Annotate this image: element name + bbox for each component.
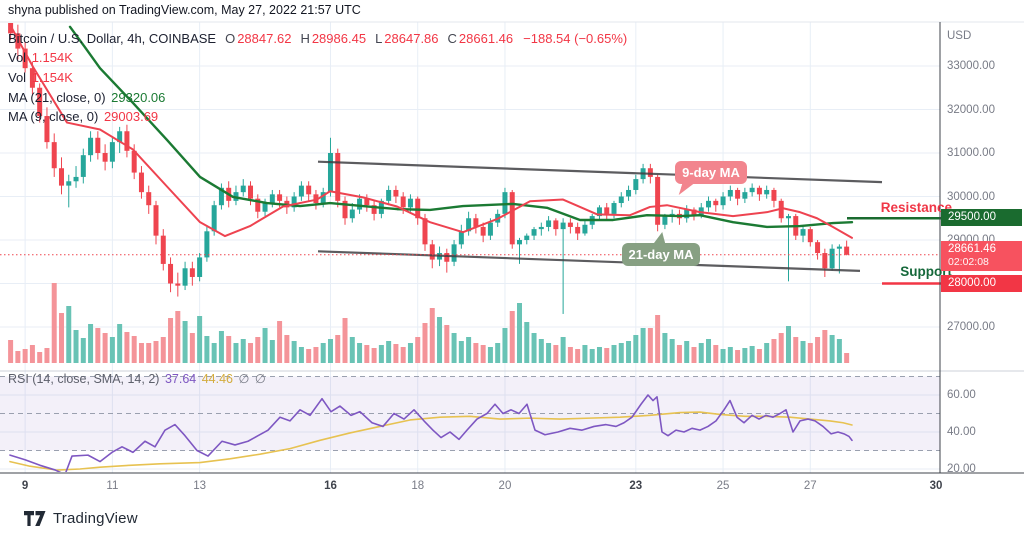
- price-tick-label: 30000.00: [947, 190, 995, 203]
- day-tick-label: 11: [106, 480, 119, 492]
- volume-legend-1[interactable]: Vol 1.154K: [8, 50, 75, 65]
- day-tick-label: 16: [324, 480, 337, 492]
- vol-label: Vol: [8, 50, 27, 65]
- ma21-callout: 21-day MA: [622, 243, 700, 266]
- rsi-tick-label: 40.00: [947, 426, 976, 438]
- rsi-band-value-1: ∅: [238, 372, 250, 386]
- last-price: 28661.46: [948, 243, 996, 256]
- currency-label: USD: [947, 30, 972, 42]
- rsi-tick-label: 20.00: [947, 463, 976, 475]
- vol-label: Vol: [8, 70, 27, 85]
- price-tick-label: 33000.00: [947, 60, 995, 72]
- rsi-value: 37.64: [164, 372, 197, 386]
- ma9-callout: 9-day MA: [675, 161, 747, 184]
- support-label: Support: [900, 264, 952, 279]
- bar-countdown: 02:02:08: [948, 256, 989, 269]
- day-tick-label: 27: [803, 480, 817, 492]
- rsi-tick-label: 60.00: [947, 389, 976, 401]
- day-tick-label: 25: [716, 480, 730, 492]
- resistance-price-badge: 29500.00: [941, 209, 1022, 227]
- change-value: −188.54 (−0.65%): [523, 31, 628, 46]
- ohlc-val: 28661.46: [458, 31, 514, 46]
- rsi-sma-value: 44.46: [201, 372, 233, 386]
- rsi-legend[interactable]: RSI (14, close, SMA, 14, 2) 37.64 44.46 …: [8, 371, 268, 386]
- price-tick-label: 27000.00: [947, 321, 995, 333]
- published-attribution: shyna published on TradingView.com, May …: [8, 3, 361, 17]
- ma21-legend[interactable]: MA (21, close, 0) 29320.06: [8, 90, 167, 105]
- ohlc-val: 28986.45: [311, 31, 367, 46]
- ohlc-val: 28647.86: [384, 31, 439, 46]
- rsi-label: RSI (14, close, SMA, 14, 2): [8, 372, 160, 386]
- tradingview-wordmark: TradingView: [53, 510, 138, 527]
- day-tick-label: 13: [193, 480, 207, 492]
- ma9-value: 29003.69: [103, 109, 159, 124]
- ohlc-values: O 28847.62 H 28986.45 L 28647.86 C 28661.46: [218, 31, 515, 46]
- symbol-legend[interactable]: Bitcoin / U.S. Dollar, 4h, COINBASE O 2884…: [8, 31, 629, 46]
- price-tick-label: 32000.00: [947, 103, 995, 116]
- tradingview-footer[interactable]: TradingView: [24, 510, 138, 527]
- symbol-title: Bitcoin / U.S. Dollar, 4h, COINBASE: [8, 31, 217, 46]
- ma9-label: MA (9, close, 0): [8, 109, 99, 124]
- vol-value: 1.154K: [31, 70, 73, 85]
- day-tick-label: 20: [498, 480, 512, 492]
- ohlc-key: O: [225, 31, 236, 46]
- ma21-value: 29320.06: [111, 90, 166, 105]
- volume-legend-2[interactable]: Vol 1.154K: [8, 70, 75, 85]
- day-tick-label: 23: [629, 480, 643, 492]
- support-price-badge: 28000.00: [941, 274, 1022, 292]
- resistance-label: Resistance: [880, 200, 952, 215]
- price-tick-label: 31000.00: [947, 147, 995, 159]
- last-price-badge: 28661.46 02:02:08: [941, 241, 1022, 272]
- ohlc-key: H: [300, 31, 310, 46]
- ohlc-key: L: [375, 31, 383, 46]
- day-tick-label: 18: [411, 480, 425, 492]
- rsi-band-value-2: ∅: [254, 372, 266, 386]
- tradingview-logo-icon: [24, 510, 46, 526]
- ma9-legend[interactable]: MA (9, close, 0) 29003.69: [8, 109, 160, 124]
- support-price: 28000.00: [948, 276, 996, 289]
- day-tick-label: 9: [21, 480, 29, 492]
- vol-value: 1.154K: [31, 50, 73, 65]
- ohlc-key: C: [447, 31, 457, 46]
- resistance-price: 29500.00: [948, 211, 996, 224]
- day-tick-label: 30: [929, 480, 943, 492]
- ma21-label: MA (21, close, 0): [8, 90, 106, 105]
- ohlc-val: 28847.62: [237, 31, 292, 46]
